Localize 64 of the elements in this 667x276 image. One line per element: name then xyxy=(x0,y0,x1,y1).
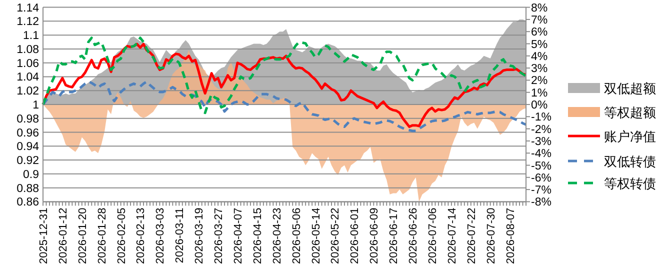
y-tick-label: 0.9 xyxy=(23,168,39,181)
x-tick-label: 2026-07-14 xyxy=(446,208,458,264)
y2-tick-label: 2% xyxy=(531,75,548,88)
x-tick-label: 2026-01-28 xyxy=(96,208,108,264)
y2-tick-label: -6% xyxy=(531,172,552,184)
x-tick-label: 2026-04-15 xyxy=(252,208,264,264)
y2-tick-label: -1% xyxy=(531,112,552,124)
y2-tick-label: 6% xyxy=(531,26,548,39)
y2-tick-label: -5% xyxy=(531,160,552,172)
y2-tick-label: 8% xyxy=(531,2,548,14)
x-tick-label: 2026-07-30 xyxy=(485,208,498,264)
x-tick-label: 2026-04-23 xyxy=(271,208,284,264)
y-tick-label: 1.04 xyxy=(16,72,40,84)
y-tick-label: 1.1 xyxy=(23,30,39,42)
x-tick-label: 2026-06-17 xyxy=(388,208,400,264)
y-tick-label: 0.92 xyxy=(16,155,39,168)
y-tick-label: 0.96 xyxy=(16,127,39,140)
y-tick-label: 1.02 xyxy=(16,86,39,98)
line-series xyxy=(42,80,528,132)
x-tick-label: 2026-05-06 xyxy=(290,208,303,264)
x-tick-label: 2026-02-05 xyxy=(116,208,128,264)
y-tick-label: 1.06 xyxy=(16,58,39,70)
y-tick-label: 1 xyxy=(32,100,39,112)
x-tick-label: 2025-12-31 xyxy=(38,208,50,264)
y-tick-label: 0.98 xyxy=(16,113,39,126)
x-tick-label: 2026-05-14 xyxy=(310,208,322,264)
x-tick-label: 2026-06-09 xyxy=(368,208,381,264)
legend-label: 双低转债 xyxy=(604,154,656,169)
x-tick-label: 2026-03-19 xyxy=(194,208,206,264)
y2-tick-label: -3% xyxy=(531,136,552,148)
x-tick-label: 2026-03-03 xyxy=(154,208,167,264)
x-tick-label: 2026-07-22 xyxy=(466,208,478,264)
y-tick-label: 0.88 xyxy=(16,182,39,195)
y2-tick-label: -2% xyxy=(531,124,552,136)
x-tick-label: 2026-02-13 xyxy=(135,208,148,264)
legend-label: 等权转债 xyxy=(604,176,656,191)
x-tick-label: 2026-03-11 xyxy=(174,208,186,264)
y2-tick-label: 1% xyxy=(531,87,548,100)
y2-tick-label: -4% xyxy=(531,148,552,160)
x-tick-label: 2026-06-26 xyxy=(408,208,420,264)
x-tick-label: 2026-03-27 xyxy=(213,208,226,264)
x-tick-label: 2026-08-07 xyxy=(504,208,517,264)
x-tick-label: 2026-07-06 xyxy=(426,208,439,264)
line-series xyxy=(42,36,528,114)
y2-tick-label: 0% xyxy=(531,100,548,112)
legend-label: 等权超额 xyxy=(604,105,656,120)
y-tick-label: 0.94 xyxy=(16,141,40,154)
x-tick-label: 2026-05-22 xyxy=(330,208,342,264)
x-tick-label: 2026-01-20 xyxy=(76,208,89,264)
x-tick-label: 2026-06-01 xyxy=(349,208,362,264)
y2-tick-label: -7% xyxy=(531,184,552,197)
x-tick-label: 2026-04-07 xyxy=(232,208,244,264)
legend-label: 账户净值 xyxy=(604,129,656,144)
y2-tick-label: 3% xyxy=(531,63,548,76)
y2-tick-label: -8% xyxy=(531,196,552,209)
y2-tick-label: 5% xyxy=(531,38,548,51)
x-tick-label: 2026-01-12 xyxy=(57,208,70,264)
y-tick-label: 1.14 xyxy=(16,2,40,14)
y2-tick-label: 4% xyxy=(531,50,548,63)
y-tick-label: 1.12 xyxy=(16,16,39,28)
y2-tick-label: 7% xyxy=(531,14,548,26)
y-tick-label: 1.08 xyxy=(16,44,39,56)
y-tick-label: 0.86 xyxy=(16,196,39,209)
legend-label: 双低超额 xyxy=(604,81,656,96)
